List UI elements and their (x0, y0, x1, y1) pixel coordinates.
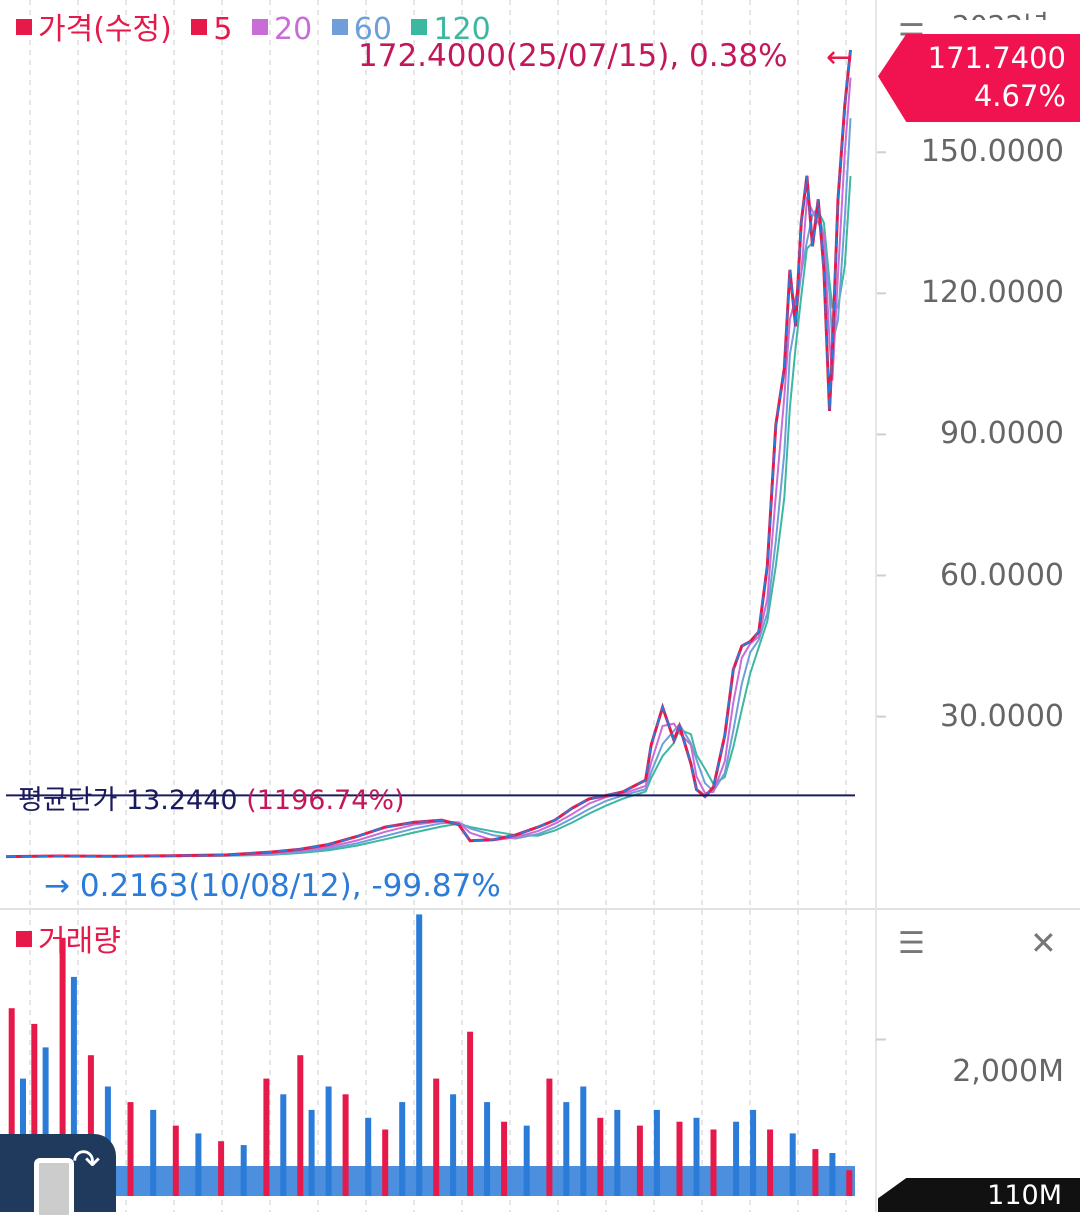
volume-bar (280, 1094, 287, 1196)
volume-bar (416, 914, 423, 1196)
volume-bar (42, 1047, 49, 1196)
volume-bar (342, 1094, 349, 1196)
low-arrow-icon: → (44, 868, 70, 904)
legend-swatch-icon (331, 19, 348, 35)
volume-panel-close-icon[interactable]: ✕ (1030, 924, 1057, 962)
legend-swatch-icon (252, 19, 268, 35)
volume-current-tag: 110M (878, 1178, 1080, 1212)
volume-bar (59, 937, 66, 1196)
volume-bar (693, 1117, 700, 1196)
volume-bar (750, 1109, 757, 1196)
volume-bar (767, 1129, 774, 1196)
volume-bar (263, 1078, 270, 1196)
volume-bar (450, 1094, 457, 1196)
legend-swatch-icon (16, 19, 32, 35)
volume-bar (710, 1129, 717, 1196)
volume-bar (523, 1125, 530, 1196)
legend-swatch-icon (411, 19, 428, 35)
volume-bars (6, 914, 886, 1196)
low-price-text: 0.2163(10/08/12), -99.87% (79, 868, 501, 904)
volume-bar (127, 1102, 134, 1196)
volume-bar (812, 1149, 819, 1196)
volume-bar (614, 1109, 621, 1196)
legend-item-ma60[interactable]: 60 (328, 12, 392, 47)
legend-swatch-icon (16, 931, 32, 947)
legend-item-ma20[interactable]: 20 (248, 12, 312, 47)
legend-item-ma120[interactable]: 120 (407, 12, 491, 47)
horizontal-grid (876, 151, 886, 718)
volume-bar (240, 1145, 247, 1196)
volume-bar (382, 1129, 389, 1196)
average-price-pct: (1196.74%) (246, 785, 405, 816)
volume-bar (580, 1086, 587, 1196)
volume-bar (195, 1133, 202, 1196)
volume-bar (433, 1078, 440, 1196)
volume-bar (563, 1102, 570, 1196)
series-ma120-line (5, 176, 852, 858)
current-change: 4.67% (973, 79, 1066, 113)
volume-bar (325, 1086, 332, 1196)
volume-bar (636, 1125, 643, 1196)
price-y-tick-label: 90.0000 (939, 416, 1064, 452)
volume-bar (218, 1141, 225, 1196)
legend-swatch-icon (191, 19, 208, 35)
price-y-tick-label: 30.0000 (939, 698, 1064, 734)
volume-bar (31, 1023, 38, 1196)
series-ma60-line (5, 118, 852, 858)
price-y-tick-label: 120.0000 (920, 275, 1064, 311)
volume-bar (733, 1121, 740, 1196)
volume-legend[interactable]: 거래량 (12, 916, 121, 960)
volume-bar (308, 1109, 315, 1196)
high-arrow-icon: ← (826, 40, 852, 75)
volume-bar (365, 1117, 372, 1196)
volume-bar (8, 1008, 15, 1196)
rotate-icon: ↷ (72, 1142, 101, 1182)
volume-bar (546, 1078, 553, 1196)
volume-bar (87, 1055, 94, 1196)
price-y-tick-label: 150.0000 (920, 134, 1064, 170)
current-price: 171.7400 (927, 41, 1066, 75)
legend-item-price[interactable]: 가격(수정) (12, 12, 172, 47)
series-ma20-line (5, 77, 852, 858)
vertical-grid (29, 0, 847, 1212)
price-lines (5, 49, 852, 859)
average-price-text: 평균단가 13.2440 (18, 785, 238, 816)
price-legend: 가격(수정) 5 20 60 120 (12, 4, 497, 48)
volume-bar (676, 1121, 683, 1196)
volume-bar (70, 976, 77, 1196)
low-price-annotation: → 0.2163(10/08/12), -99.87% (44, 868, 501, 904)
volume-bar (150, 1109, 157, 1196)
high-price-annotation: 172.4000(25/07/15), 0.38% (358, 38, 788, 74)
volume-bar (653, 1109, 660, 1196)
legend-item-ma5[interactable]: 5 (187, 12, 232, 47)
volume-y-tick: 2,000M (952, 1054, 1064, 1089)
volume-bar (829, 1153, 836, 1196)
average-price-label: 평균단가 13.2440 (1196.74%) (18, 778, 405, 817)
volume-bar (597, 1117, 604, 1196)
volume-bar (399, 1102, 406, 1196)
volume-bar (484, 1102, 491, 1196)
volume-bar (846, 1170, 853, 1196)
series-ma5-line (5, 49, 852, 858)
volume-bar (501, 1121, 508, 1196)
volume-bar (297, 1055, 304, 1196)
current-price-tag: 171.7400 4.67% (878, 34, 1080, 122)
volume-title: 거래량 (38, 924, 121, 959)
price-y-tick-label: 60.0000 (939, 557, 1064, 593)
rotate-screen-button[interactable]: ↷ (0, 1134, 116, 1220)
volume-bar (467, 1031, 474, 1196)
volume-panel-menu-icon[interactable]: ☰ (898, 926, 925, 961)
volume-bar (172, 1125, 179, 1196)
phone-icon (34, 1158, 74, 1220)
top-axis-label-partial: 2022년 (952, 4, 1049, 20)
volume-bar (789, 1133, 796, 1196)
